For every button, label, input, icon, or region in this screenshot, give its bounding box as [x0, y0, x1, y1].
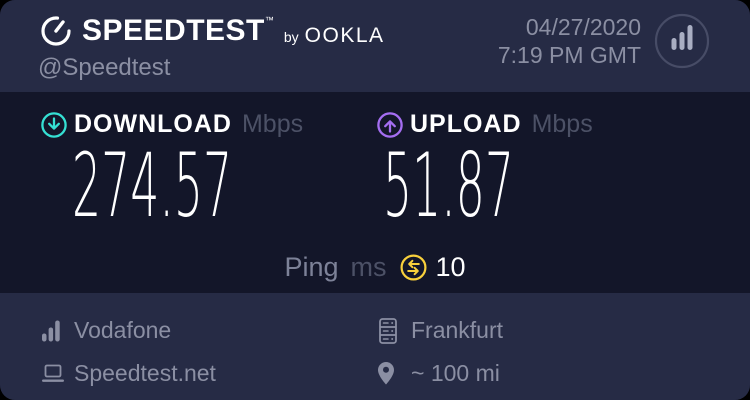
speed-columns: DOWNLOAD Mbps 274.57 UPLOAD Mbps	[40, 110, 710, 237]
speedometer-gauge-icon	[38, 13, 74, 49]
client-name: Speedtest.net	[74, 360, 216, 386]
location-pin-icon	[377, 361, 403, 386]
download-header: DOWNLOAD Mbps	[40, 110, 376, 139]
brand-logo: SPEEDTEST ™ by OOKLA	[38, 13, 385, 49]
test-time: 7:19 PM GMT	[497, 42, 641, 68]
brand-by-label: by	[283, 29, 299, 45]
distance-row: ~ 100 mi	[377, 360, 750, 387]
latency-arrows-circle-icon	[387, 253, 428, 282]
upload-value: 51.87	[383, 134, 515, 237]
download-label: DOWNLOAD	[74, 110, 232, 138]
ping-value: 10	[435, 252, 466, 282]
server-rack-icon	[377, 317, 403, 345]
upload-section: UPLOAD Mbps 51.87	[376, 110, 710, 237]
test-date: 04/27/2020	[525, 14, 641, 40]
distance-value: ~ 100 mi	[411, 360, 500, 386]
client-row: Speedtest.net	[40, 360, 377, 387]
upload-unit: Mbps	[531, 110, 593, 138]
server-row: Frankfurt	[377, 317, 750, 345]
user-handle: @Speedtest	[38, 54, 171, 81]
header-right: 04/27/2020 7:19 PM GMT	[498, 13, 710, 69]
isp-row: Vodafone	[40, 317, 377, 344]
upload-header: UPLOAD Mbps	[376, 110, 710, 139]
brand-company: OOKLA	[304, 24, 385, 47]
bar-chart-in-circle-icon	[654, 13, 710, 69]
ping-label: Ping	[284, 252, 339, 282]
download-unit: Mbps	[241, 110, 304, 138]
ping-row: Ping ms 10	[40, 252, 710, 283]
header: SPEEDTEST ™ by OOKLA @Speedtest 04/27/20…	[0, 0, 750, 92]
ping-unit: ms	[350, 252, 387, 282]
upload-label: UPLOAD	[410, 110, 522, 138]
download-value: 274.57	[72, 134, 233, 237]
laptop-icon	[40, 363, 66, 384]
signal-bars-icon	[40, 319, 66, 343]
test-datetime: 04/27/2020 7:19 PM GMT	[498, 13, 641, 69]
download-section: DOWNLOAD Mbps 274.57	[40, 110, 376, 237]
connection-info: Vodafone Frankfurt	[0, 293, 750, 400]
trademark-mark: ™	[264, 15, 274, 25]
up-arrow-circle-icon	[376, 111, 404, 139]
brand-block: SPEEDTEST ™ by OOKLA @Speedtest	[38, 13, 385, 82]
results-panel: DOWNLOAD Mbps 274.57 UPLOAD Mbps	[0, 92, 750, 293]
brand-name: SPEEDTEST	[82, 14, 265, 47]
server-name: Frankfurt	[411, 317, 504, 343]
isp-name: Vodafone	[74, 317, 172, 343]
down-arrow-circle-icon	[40, 111, 68, 139]
